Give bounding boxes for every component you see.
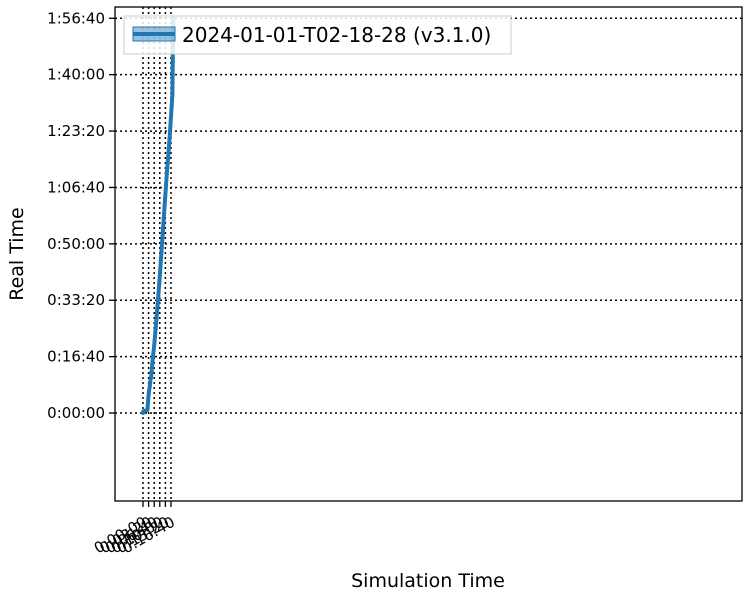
legend-box bbox=[123, 15, 512, 55]
series-layer bbox=[141, 16, 176, 415]
legend: 2024-01-01-T02-18-28 (v3.1.0) bbox=[123, 15, 512, 55]
y-tick-label: 1:56:40 bbox=[47, 9, 105, 27]
y-tick-label: 0:00:00 bbox=[47, 404, 105, 422]
x-axis-label: Simulation Time bbox=[351, 570, 505, 592]
y-tick-label: 1:06:40 bbox=[47, 178, 105, 196]
y-tick-label: 0:50:00 bbox=[47, 235, 105, 253]
plot-frame bbox=[114, 6, 743, 502]
y-axis: 0:00:00 0:16:40 0:33:20 0:50:00 1:06:40 1:23:… bbox=[47, 9, 115, 422]
y-tick-label: 1:40:00 bbox=[47, 66, 105, 84]
legend-label: 2024-01-01-T02-18-28 (v3.1.0) bbox=[182, 23, 491, 47]
y-tick-label: 0:16:40 bbox=[47, 348, 105, 366]
grid bbox=[115, 7, 742, 501]
y-axis-label: Real Time bbox=[6, 207, 28, 301]
y-tick-label: 1:23:20 bbox=[47, 122, 105, 140]
series-line bbox=[141, 16, 176, 415]
x-axis: 0:00:000:03:200:06:400:10:000:13:200:16:… bbox=[91, 501, 178, 557]
y-tick-label: 0:33:20 bbox=[47, 291, 105, 309]
